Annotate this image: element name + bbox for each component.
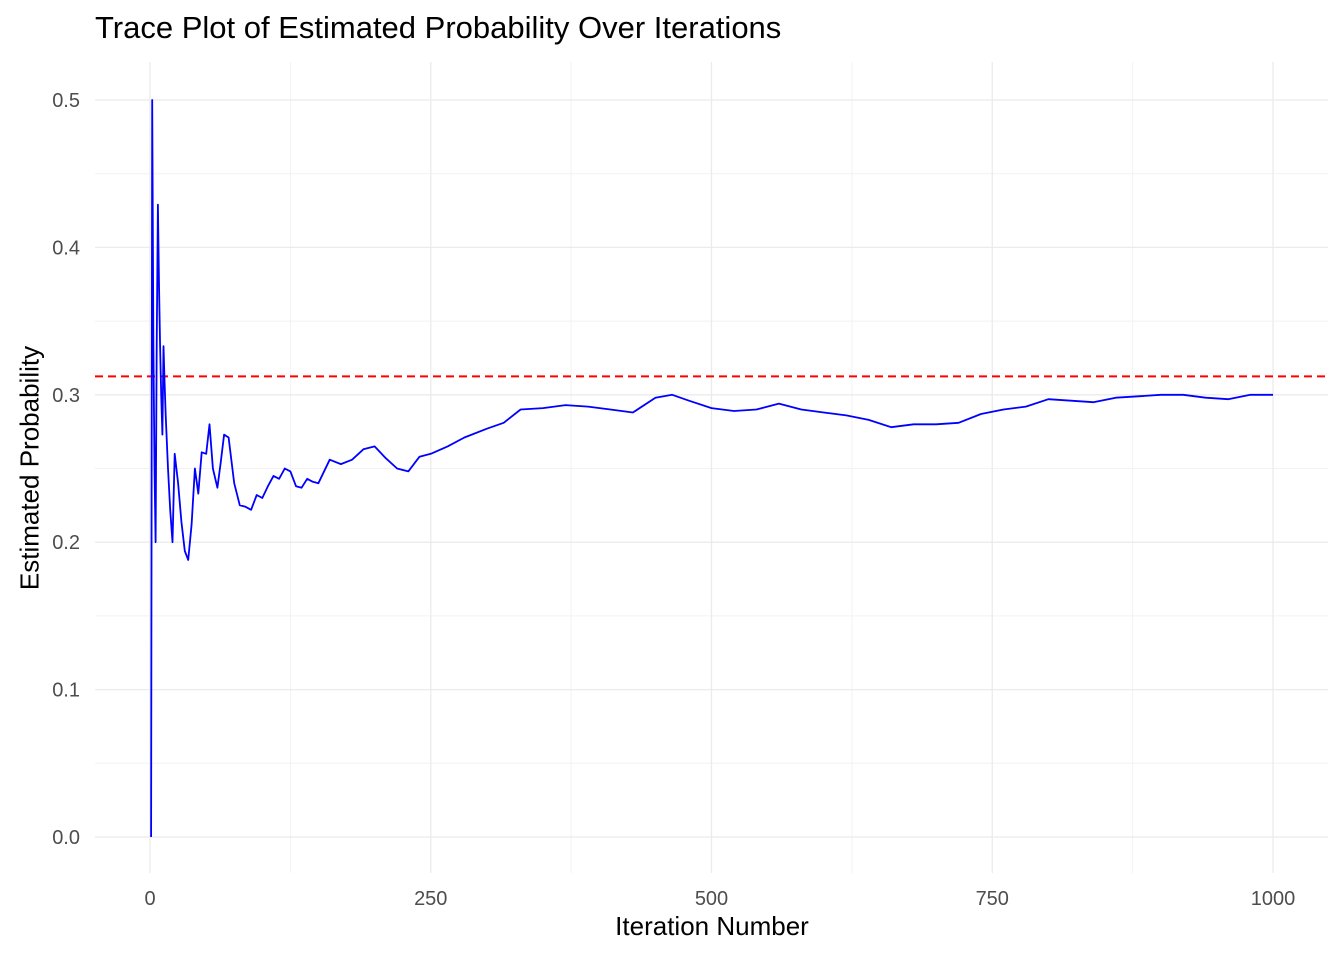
y-tick-labels: 0.0 0.1 0.2 0.3 0.4 0.5: [52, 90, 80, 849]
x-tick-label: 0: [144, 888, 155, 910]
y-tick-label: 0.1: [52, 680, 80, 702]
x-tick-label: 250: [414, 888, 447, 910]
y-tick-label: 0.2: [52, 532, 80, 554]
y-tick-label: 0.4: [52, 237, 80, 259]
y-tick-label: 0.5: [52, 90, 80, 112]
x-tick-labels: 0 250 500 750 1000: [144, 888, 1295, 910]
x-tick-label: 750: [976, 888, 1009, 910]
x-tick-label: 1000: [1251, 888, 1296, 910]
y-tick-label: 0.0: [52, 827, 80, 849]
y-tick-label: 0.3: [52, 385, 80, 407]
x-tick-label: 500: [695, 888, 728, 910]
series-line: [150, 99, 1273, 838]
x-axis-label: Iteration Number: [615, 911, 809, 941]
series-layer: [150, 99, 1273, 838]
chart-title: Trace Plot of Estimated Probability Over…: [95, 10, 782, 45]
major-gridlines: [95, 62, 1328, 873]
